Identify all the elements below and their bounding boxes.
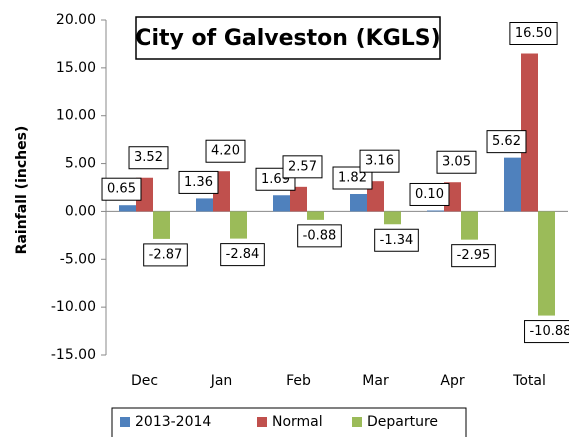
value-label: 1.82 [338, 171, 367, 186]
value-label-box [297, 224, 342, 248]
value-label: -2.87 [149, 247, 183, 262]
x-tick-label: Apr [440, 373, 464, 389]
title-box [135, 16, 441, 60]
value-label: 2.57 [288, 159, 317, 174]
value-label-box [101, 177, 142, 201]
bar [538, 211, 555, 316]
value-label-box [486, 130, 527, 154]
value-label: 4.20 [211, 144, 240, 159]
x-tick-label: Jan [210, 373, 233, 389]
y-tick-label: 20.00 [56, 12, 96, 28]
y-axis-label: Rainfall (inches) [14, 126, 30, 255]
y-tick-label: -15.00 [51, 347, 96, 363]
value-label: -2.84 [226, 247, 260, 262]
bar [521, 53, 538, 212]
value-label-box [359, 149, 400, 173]
value-label: 5.62 [492, 134, 521, 149]
value-label-box [282, 155, 323, 179]
bar [427, 210, 444, 212]
value-label-box [509, 22, 558, 45]
value-label: -0.88 [303, 228, 337, 243]
legend-label: Normal [272, 414, 323, 430]
value-label-box [220, 243, 265, 267]
x-tick-label: Dec [131, 373, 158, 389]
value-label-box [205, 139, 246, 163]
bar [196, 198, 213, 212]
y-tick-label: 5.00 [65, 156, 96, 172]
x-tick-label: Mar [362, 373, 389, 389]
y-tick-label: 0.00 [65, 203, 96, 219]
bar [290, 186, 307, 212]
value-label: 3.05 [442, 155, 471, 170]
bar [153, 211, 170, 239]
x-tick-label: Total [512, 373, 546, 389]
bar [504, 157, 521, 212]
legend-swatch [257, 417, 267, 427]
chart-title: City of Galveston (KGLS) [135, 26, 440, 51]
y-tick-label: -10.00 [51, 299, 96, 315]
value-label-box [409, 182, 450, 206]
bar [230, 211, 247, 239]
value-label: 0.65 [107, 182, 136, 197]
legend-label: Departure [367, 414, 438, 430]
value-label-box [451, 244, 496, 268]
y-tick-label: 10.00 [56, 108, 96, 124]
value-label-box [374, 228, 419, 252]
bar [307, 211, 324, 220]
bar [119, 205, 136, 212]
value-label-box [524, 320, 569, 344]
y-tick-label: 15.00 [56, 60, 96, 76]
value-label: -1.34 [380, 233, 414, 248]
value-label: 3.16 [365, 154, 394, 169]
value-label-box [143, 243, 188, 267]
x-tick-label: Feb [286, 373, 311, 389]
value-label: 1.36 [184, 175, 213, 190]
value-label-box [128, 146, 169, 170]
bar [461, 211, 478, 240]
bar [384, 211, 401, 225]
value-label: 0.10 [415, 187, 444, 202]
value-label: 3.52 [134, 150, 163, 165]
value-label: -10.88 [530, 324, 569, 339]
value-label: 16.50 [515, 26, 552, 41]
value-label-box [178, 170, 219, 194]
legend-swatch [120, 417, 130, 427]
y-tick-label: -5.00 [60, 251, 96, 267]
value-label-box [436, 150, 477, 174]
legend-swatch [352, 417, 362, 427]
bar [350, 194, 367, 212]
legend-box [111, 407, 467, 437]
value-label: -2.95 [457, 248, 491, 263]
bar [273, 195, 290, 212]
legend-label: 2013-2014 [135, 414, 211, 430]
